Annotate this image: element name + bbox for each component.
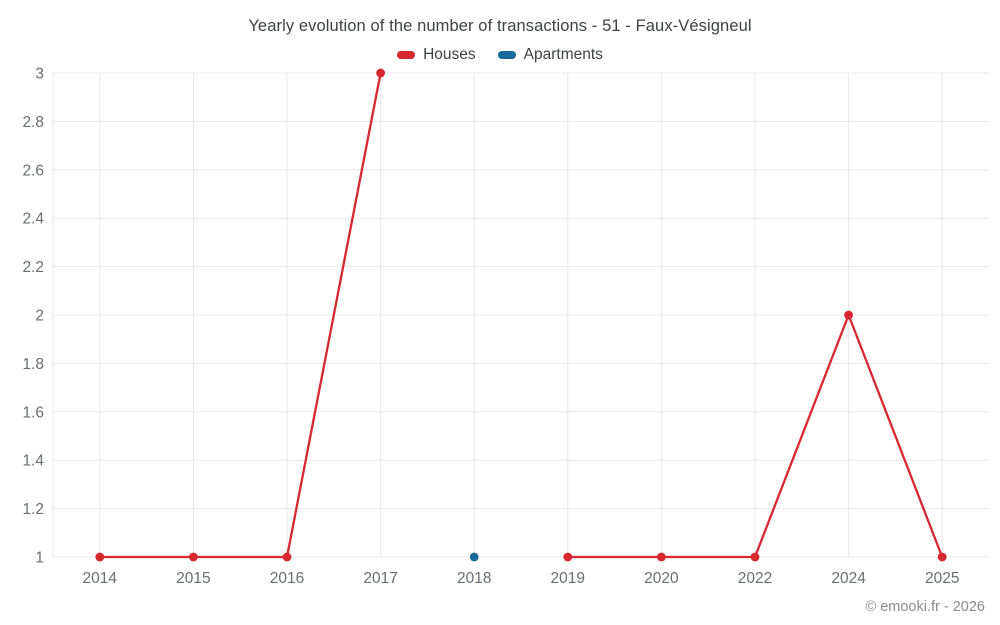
x-tick-label: 2014: [83, 570, 118, 587]
legend-swatch-apartments: [497, 51, 516, 59]
x-tick-label: 2017: [363, 570, 397, 587]
data-point-houses-2014[interactable]: [95, 552, 105, 562]
data-point-houses-2019[interactable]: [563, 552, 573, 562]
series-line: [98, 71, 382, 559]
x-tick-label: 2022: [738, 570, 772, 587]
series-houses: [95, 68, 947, 562]
x-tick-label: 2019: [551, 570, 585, 587]
x-tick-label: 2020: [644, 570, 679, 587]
data-point-houses-2022[interactable]: [750, 552, 760, 562]
chart-title: Yearly evolution of the number of transa…: [248, 17, 752, 35]
y-tick-label: 1.8: [22, 356, 44, 373]
data-point-houses-2025[interactable]: [937, 552, 947, 562]
y-tick-label: 2: [35, 308, 44, 325]
data-point-houses-2020[interactable]: [657, 552, 666, 562]
legend-item-apartments[interactable]: Apartments: [497, 46, 603, 64]
y-tick-label: 2.4: [22, 211, 44, 228]
legend-label: Apartments: [523, 46, 603, 63]
copyright-label: © emooki.fr - 2026: [865, 599, 985, 615]
data-point-houses-2024[interactable]: [844, 310, 853, 320]
axis-labels: 1 1.2 1.4 1.6 1.8 2 2.2 2.4 2.6 2.8 3 2014 2015 2016 2…: [22, 66, 959, 588]
chart-legend: Houses Apartments: [0, 46, 1000, 64]
x-tick-label: 2015: [176, 570, 210, 587]
x-tick-label: 2025: [925, 570, 959, 587]
y-tick-label: 1.6: [22, 404, 44, 421]
y-tick-label: 2.8: [22, 114, 44, 131]
y-tick-label: 1: [35, 550, 44, 567]
x-tick-label: 2016: [270, 570, 304, 587]
data-point-houses-2016[interactable]: [282, 552, 292, 562]
data-point-houses-2017[interactable]: [376, 68, 385, 78]
y-tick-label: 1.4: [22, 453, 44, 470]
legend-swatch-houses: [397, 51, 416, 59]
y-tick-label: 3: [35, 66, 44, 83]
data-point-apartments-2018[interactable]: [469, 552, 479, 562]
legend-item-houses[interactable]: Houses: [397, 46, 476, 64]
series-apartments: [469, 552, 479, 562]
data-point-houses-2015[interactable]: [189, 552, 198, 562]
x-tick-label: 2024: [831, 570, 866, 587]
gridlines: [52, 72, 989, 558]
legend-label: Houses: [423, 46, 476, 63]
y-tick-label: 2.6: [22, 162, 44, 179]
y-tick-label: 2.2: [22, 259, 44, 276]
y-tick-label: 1.2: [22, 501, 44, 518]
x-tick-label: 2018: [457, 570, 491, 587]
